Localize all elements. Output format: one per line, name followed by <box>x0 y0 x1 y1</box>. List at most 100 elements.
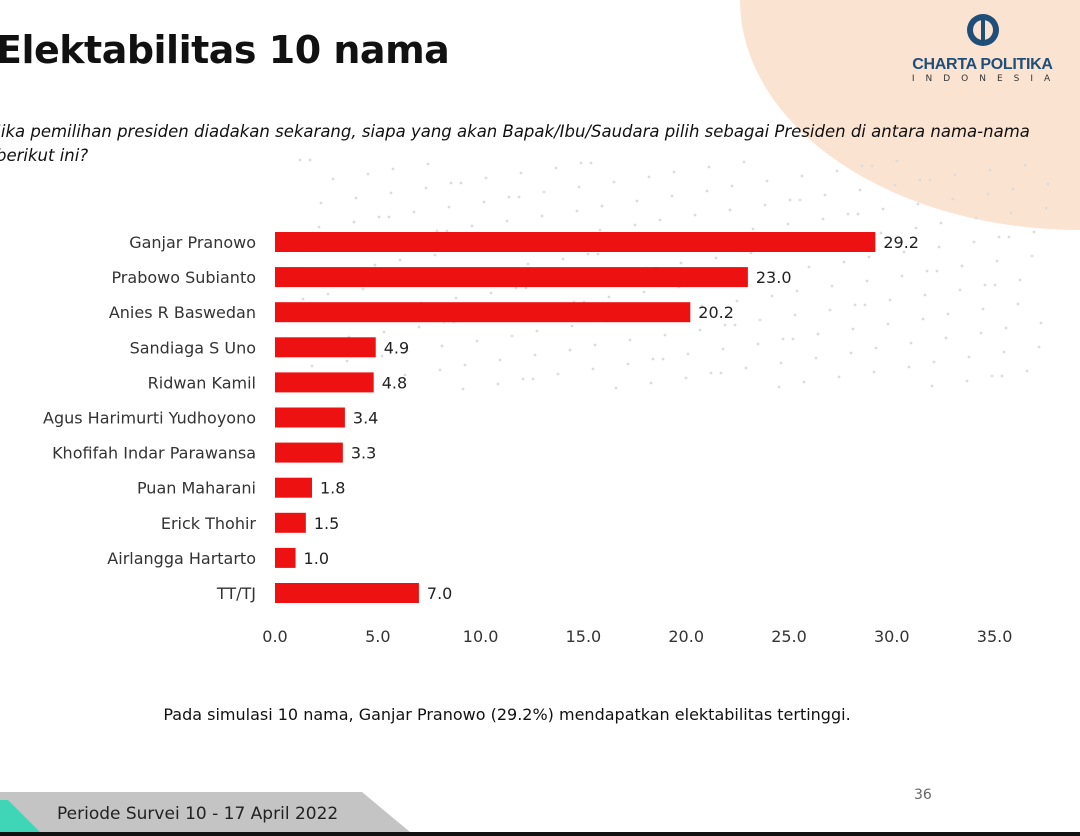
map-dot <box>944 336 948 340</box>
map-dot <box>514 286 518 290</box>
map-dot <box>953 173 957 177</box>
map-dot <box>496 382 500 386</box>
map-dot <box>554 166 558 170</box>
map-dot <box>470 224 474 228</box>
data-label: 1.8 <box>320 479 345 498</box>
map-dot <box>928 178 932 182</box>
map-dot <box>770 294 774 298</box>
category-label: Airlangga Hartarto <box>107 549 256 568</box>
map-dot <box>846 212 850 216</box>
bar <box>275 442 343 463</box>
x-tick-label: 35.0 <box>977 627 1013 646</box>
map-dot <box>433 253 437 257</box>
map-dot <box>449 181 453 185</box>
map-dot <box>932 360 936 364</box>
logo-emblem-icon <box>966 14 999 46</box>
map-dot <box>387 215 391 219</box>
map-dot <box>874 346 878 350</box>
bar <box>275 407 345 428</box>
map-dot <box>658 218 662 222</box>
data-label: 1.0 <box>304 549 329 568</box>
category-label: Prabowo Subianto <box>111 268 256 287</box>
map-dot <box>635 199 639 203</box>
map-dot <box>870 164 874 168</box>
map-dot <box>1046 182 1050 186</box>
map-dot <box>435 229 439 233</box>
map-dot <box>438 368 442 372</box>
map-dot <box>424 186 428 190</box>
map-dot <box>382 330 386 334</box>
map-dot <box>1016 302 1020 306</box>
map-dot <box>997 235 1001 239</box>
map-dot <box>317 225 321 229</box>
map-dot <box>807 265 811 269</box>
map-dot <box>888 298 892 302</box>
map-dot <box>1007 235 1011 239</box>
map-dot <box>686 352 690 356</box>
map-dot <box>958 288 962 292</box>
map-dot <box>417 325 421 329</box>
map-dot <box>556 372 560 376</box>
map-dot <box>851 327 855 331</box>
map-dot <box>398 258 402 262</box>
map-dot <box>728 208 732 212</box>
map-dot <box>721 347 725 351</box>
data-label: 3.3 <box>351 444 376 463</box>
data-label: 7.0 <box>427 584 452 603</box>
map-dot <box>939 221 943 225</box>
map-dot <box>909 341 913 345</box>
map-dot <box>714 256 718 260</box>
map-dot <box>1009 211 1013 215</box>
map-dot <box>405 349 409 353</box>
map-dot <box>540 214 544 218</box>
map-dot <box>561 257 565 261</box>
map-dot <box>895 159 899 163</box>
map-dot <box>800 174 804 178</box>
map-dot <box>1044 206 1048 210</box>
map-dot <box>849 351 853 355</box>
map-dot <box>902 250 906 254</box>
map-dot <box>930 384 934 388</box>
map-dot <box>526 262 530 266</box>
map-dot <box>570 324 574 328</box>
map-dot <box>670 194 674 198</box>
map-dot <box>614 386 618 390</box>
map-dot <box>531 377 535 381</box>
map-dot <box>974 216 978 220</box>
map-dot <box>391 167 395 171</box>
map-dot <box>914 226 918 230</box>
map-dot <box>823 193 827 197</box>
map-dot <box>461 387 465 391</box>
map-dot <box>995 259 999 263</box>
map-dot <box>798 198 802 202</box>
map-dot <box>463 363 467 367</box>
map-dot <box>925 269 929 273</box>
map-dot <box>600 204 604 208</box>
map-dot <box>310 364 314 368</box>
map-dot <box>633 223 637 227</box>
map-dot <box>647 175 651 179</box>
map-dot <box>765 179 769 183</box>
map-dot <box>853 303 857 307</box>
map-dot <box>916 202 920 206</box>
map-dot <box>763 203 767 207</box>
map-dot <box>586 252 590 256</box>
logo-name: CHARTA POLITIKA <box>912 56 1053 73</box>
map-dot <box>842 260 846 264</box>
map-dot <box>596 252 600 256</box>
bar <box>275 547 296 568</box>
category-label: Sandiaga S Uno <box>130 338 256 357</box>
map-dot <box>517 195 521 199</box>
category-label: Khofifah Indar Parawansa <box>52 444 256 463</box>
map-dot <box>816 332 820 336</box>
map-dot <box>756 342 760 346</box>
map-dot <box>981 307 985 311</box>
map-dot <box>867 255 871 259</box>
charta-politika-logo: CHARTA POLITIKA INDONESIA <box>890 12 1075 84</box>
map-dot <box>475 339 479 343</box>
category-label: Puan Maharani <box>137 479 256 498</box>
map-dot <box>403 373 407 377</box>
map-dot <box>893 183 897 187</box>
map-dot <box>649 381 653 385</box>
map-dot <box>373 263 377 267</box>
